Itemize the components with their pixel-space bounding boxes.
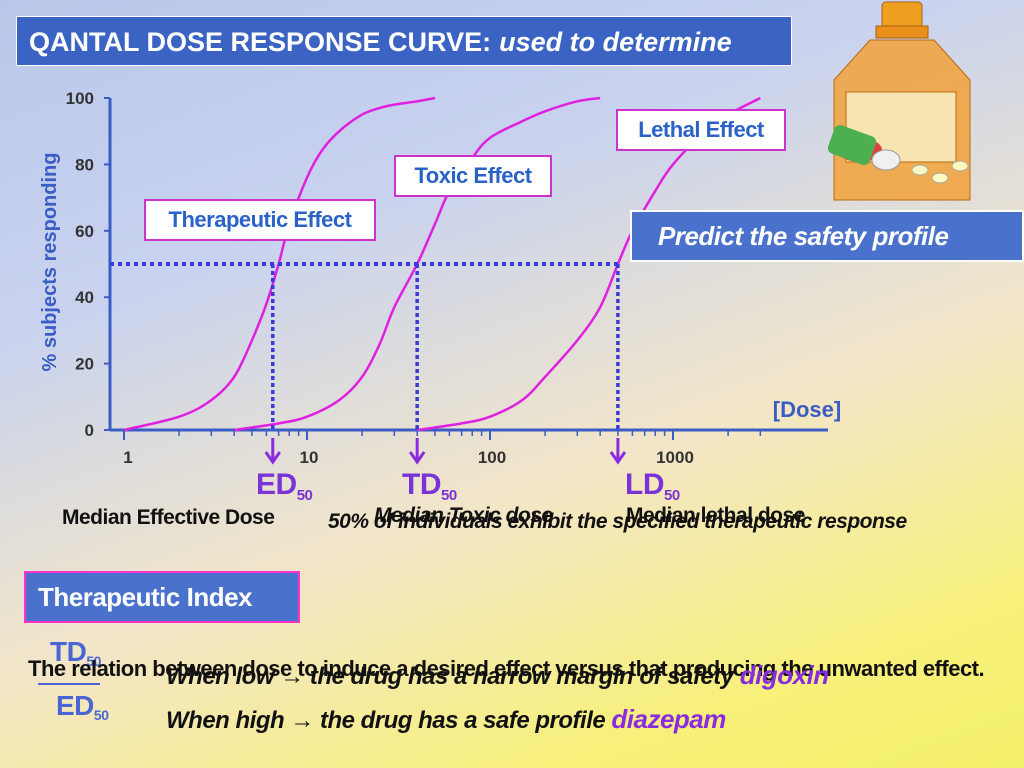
predict-safety-banner: Predict the safety profile xyxy=(630,210,1024,262)
slide-title: QANTAL DOSE RESPONSE CURVE: used to deter… xyxy=(16,16,792,66)
high-index-line: When high → the drug has a safe profile … xyxy=(166,704,726,734)
ld50-description: Median lethal dose xyxy=(626,504,805,527)
x-tick-label: 100 xyxy=(478,448,506,467)
y-tick-label: 60 xyxy=(75,222,94,241)
title-main: QANTAL DOSE RESPONSE CURVE: xyxy=(29,27,492,57)
ld50-arrow-icon xyxy=(609,451,627,465)
y-tick-label: 80 xyxy=(75,155,94,174)
therapeutic-index-definition: The relation between dose to induce a de… xyxy=(28,656,985,681)
td50-arrow-icon xyxy=(408,451,426,465)
td50-description: Median Toxic dose xyxy=(374,504,553,527)
x-tick-label: 10 xyxy=(300,448,319,467)
x-axis-label: [Dose] xyxy=(773,397,841,422)
y-tick-label: 40 xyxy=(75,288,94,307)
fraction-bar xyxy=(38,683,100,685)
chart-axes: 0 20 40 60 80 100 1 10 100 1000 % subjects respond… xyxy=(39,89,841,467)
low-index-line: When low → the drug has a narrow margin … xyxy=(166,660,829,690)
medicine-bottle-icon xyxy=(827,1,971,201)
td50-numerator: TD50 xyxy=(50,636,101,669)
title-sub: used to determine xyxy=(499,27,732,57)
y-tick-label: 0 xyxy=(85,421,94,440)
chart-guides xyxy=(110,262,627,465)
toxic-effect-label: Toxic Effect xyxy=(394,155,552,197)
y-tick-label: 20 xyxy=(75,355,94,374)
therapeutic-index-title: Therapeutic Index xyxy=(24,571,300,623)
ed50-label: ED50 xyxy=(256,468,313,504)
ld50-label: LD50 xyxy=(625,468,680,504)
x-tick-label: 1 xyxy=(123,448,132,467)
y-tick-label: 100 xyxy=(66,89,94,108)
y-axis-label: % subjects responding xyxy=(39,153,61,372)
x-tick-label: 1000 xyxy=(656,448,694,467)
ed50-arrow-icon xyxy=(264,451,281,465)
median-definition-note: 50% of individuals exhibit the specified… xyxy=(328,510,907,533)
ed50-description: Median Effective Dose xyxy=(62,506,275,529)
td50-label: TD50 xyxy=(402,468,457,504)
digoxin-example: digoxin xyxy=(739,660,829,690)
lethal-effect-label: Lethal Effect xyxy=(616,109,786,151)
ed50-denominator: ED50 xyxy=(56,690,109,723)
pills-icon xyxy=(827,125,969,184)
diazepam-example: diazepam xyxy=(611,704,726,734)
therapeutic-effect-label: Therapeutic Effect xyxy=(144,199,376,241)
toxic-curve xyxy=(233,96,601,432)
